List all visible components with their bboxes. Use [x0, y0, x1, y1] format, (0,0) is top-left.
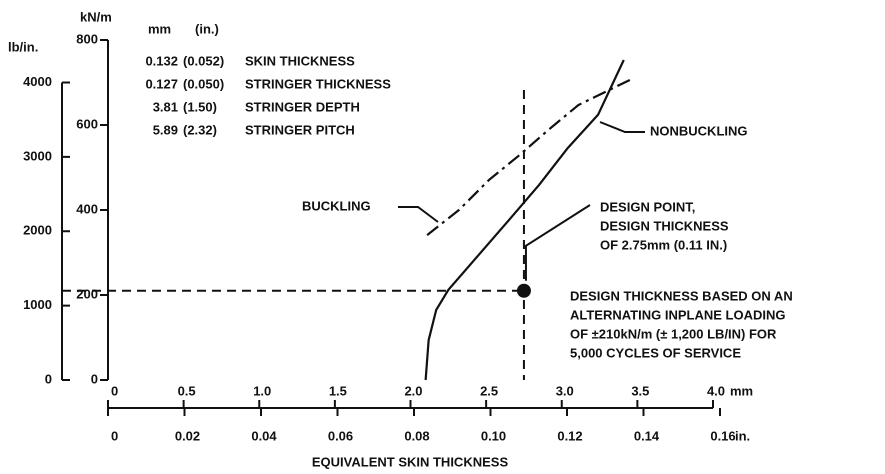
x2-tick-label: 0: [111, 428, 118, 443]
y2-unit: lb/in.: [8, 39, 38, 54]
spec-value: (0.052): [183, 53, 224, 68]
y2-tick-label: 4000: [23, 74, 52, 89]
annotation: DESIGN POINT,: [600, 199, 695, 214]
x2-tick-label: 0.14: [634, 428, 660, 443]
y2-tick-label: 1000: [23, 297, 52, 312]
spec-header: mm: [148, 21, 171, 36]
y2-tick-label: 0: [45, 371, 52, 386]
x-tick-label: 3.5: [631, 383, 649, 398]
series-line: [426, 78, 631, 236]
series-label: BUCKLING: [302, 198, 371, 213]
annotation: 5,000 CYCLES OF SERVICE: [570, 345, 741, 360]
spec-value: (2.32): [183, 122, 217, 137]
annotation: DESIGN THICKNESS BASED ON AN: [570, 288, 793, 303]
spec-label: STRINGER PITCH: [245, 122, 355, 137]
x-tick-label: 3.0: [556, 383, 574, 398]
x2-tick-label: 0.08: [404, 428, 429, 443]
y2-tick-label: 2000: [23, 223, 52, 238]
x-tick-label: 0: [111, 383, 118, 398]
x-tick-label: 1.0: [253, 383, 271, 398]
spec-label: STRINGER DEPTH: [245, 99, 360, 114]
leader: [524, 204, 591, 281]
y-unit: kN/m: [80, 9, 112, 24]
annotation: OF 2.75mm (0.11 IN.): [600, 237, 727, 252]
x-tick-label: 2.0: [404, 383, 422, 398]
annotation: DESIGN THICKNESS: [600, 218, 729, 233]
spec-value: 5.89: [153, 122, 178, 137]
x-tick-label: 0.5: [178, 383, 196, 398]
x2-tick-label: 0.02: [175, 428, 200, 443]
spec-value: (1.50): [183, 99, 217, 114]
spec-value: (0.050): [183, 76, 224, 91]
spec-value: 0.127: [145, 76, 178, 91]
y-tick-label: 400: [76, 201, 98, 216]
x-unit: mm: [730, 383, 753, 398]
annotation: ALTERNATING INPLANE LOADING: [570, 307, 785, 322]
x-tick-label: 1.5: [329, 383, 347, 398]
leader: [398, 206, 439, 223]
y2-tick-label: 3000: [23, 148, 52, 163]
y-tick-label: 0: [91, 371, 98, 386]
x2-tick-label: 0.10: [481, 428, 506, 443]
leader: [599, 121, 645, 133]
x2-tick-label: 0.12: [557, 428, 582, 443]
spec-label: STRINGER THICKNESS: [245, 76, 391, 91]
x2-tick-label: 0.06: [328, 428, 353, 443]
y-tick-label: 800: [76, 31, 98, 46]
series-line: [424, 59, 625, 381]
x2-unit: in.: [735, 428, 750, 443]
x2-tick-label: 0.16: [710, 428, 735, 443]
x2-tick-label: 0.04: [251, 428, 277, 443]
y-tick-label: 600: [76, 116, 98, 131]
design-point: [516, 283, 531, 298]
spec-header: (in.): [195, 21, 219, 36]
series-label: NONBUCKLING: [650, 123, 748, 138]
x-axis-title: EQUIVALENT SKIN THICKNESS: [312, 454, 509, 469]
x-tick-label: 2.5: [480, 383, 498, 398]
spec-value: 0.132: [145, 53, 178, 68]
spec-value: 3.81: [153, 99, 178, 114]
x-tick-label: 4.0: [707, 383, 725, 398]
annotation: OF ±210kN/m (± 1,200 LB/IN) FOR: [570, 326, 777, 341]
spec-label: SKIN THICKNESS: [245, 53, 355, 68]
y-tick-label: 200: [76, 286, 98, 301]
